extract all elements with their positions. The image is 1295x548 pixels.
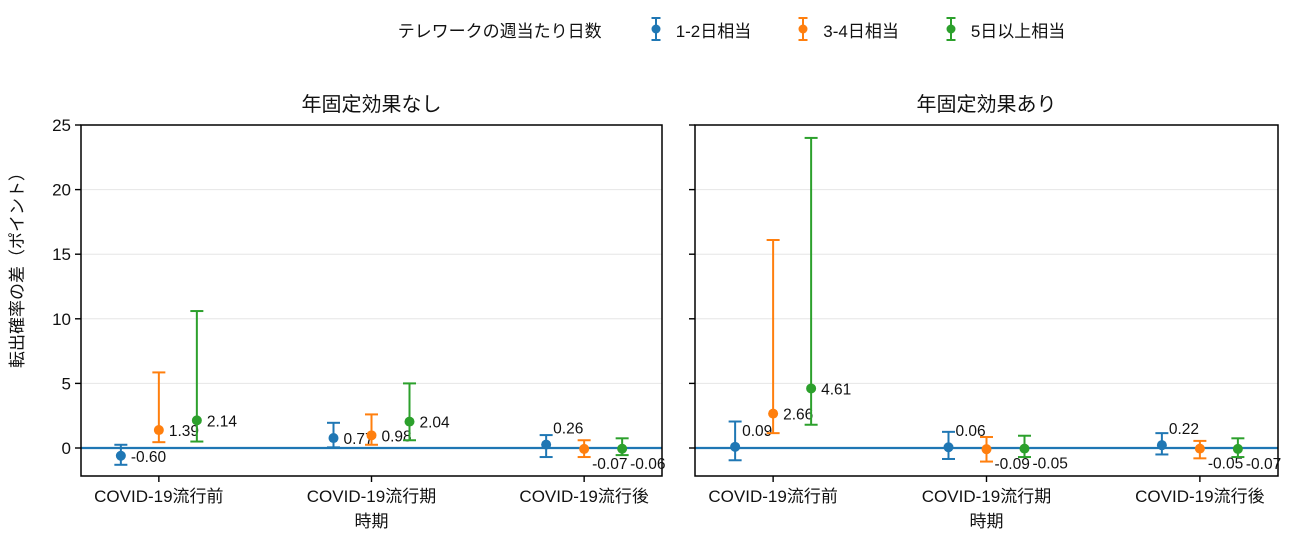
- data-point: [617, 443, 628, 454]
- legend-item-5plusdays: 5日以上相当: [943, 15, 1065, 43]
- errorbar-point: 2.66: [766, 238, 813, 435]
- value-label: 0.26: [553, 421, 583, 438]
- value-label: 0.06: [956, 423, 986, 440]
- value-label: 0.09: [742, 423, 772, 440]
- data-point: [1232, 443, 1243, 454]
- value-label: -0.60: [131, 449, 167, 466]
- legend-item-label: 1-2日相当: [675, 21, 752, 41]
- value-label: 2.66: [783, 407, 813, 424]
- series-1: 0.09 0.06 0.22: [728, 420, 1199, 462]
- y-tick-label: 15: [52, 245, 71, 264]
- errorbar-marker-icon: [946, 17, 956, 41]
- value-label: 1.39: [169, 423, 199, 440]
- y-tick-label: 0: [62, 439, 71, 458]
- value-label: -0.07: [592, 456, 627, 473]
- errorbar-point: -0.09: [980, 436, 1030, 473]
- errorbar-point: -0.05: [1018, 434, 1068, 473]
- x-axis-label: 時期: [355, 512, 389, 531]
- y-axis-label: 転出確率の差（ポイント）: [8, 164, 27, 368]
- errorbar-point: 2.14: [190, 310, 238, 443]
- value-label: -0.09: [995, 456, 1030, 473]
- data-point: [579, 443, 590, 454]
- series-3: 4.61-0.05 -0.07: [804, 136, 1281, 473]
- errorbar-point: -0.05: [1193, 439, 1243, 473]
- errorbar-marker-icon: [798, 17, 808, 41]
- panel-title: 年固定効果なし: [302, 93, 442, 116]
- panel-title: 年固定効果あり: [917, 93, 1057, 116]
- value-label: 4.61: [821, 381, 851, 398]
- series-1: -0.600.770.26: [114, 421, 583, 466]
- data-point: [404, 416, 415, 427]
- data-point: [191, 415, 202, 426]
- value-label: 2.14: [207, 413, 238, 430]
- legend-item-1-2days: 1-2日相当: [648, 15, 752, 43]
- errorbar-point: 1.39: [152, 371, 199, 444]
- data-point: [328, 433, 339, 444]
- errorbar-point: 4.61: [804, 136, 851, 426]
- errorbar-point: 0.22: [1155, 421, 1199, 456]
- errorbar-point: -0.60: [114, 443, 167, 466]
- errorbar-point: 2.04: [403, 382, 451, 442]
- value-label: -0.06: [630, 456, 665, 473]
- legend-item-label: 5日以上相当: [970, 21, 1066, 41]
- x-tick-label: COVID-19流行前: [708, 487, 837, 506]
- legend-title: テレワークの週当たり日数: [397, 21, 602, 41]
- data-point: [981, 444, 992, 455]
- errorbar-point: 0.98: [365, 413, 412, 446]
- series-2: 2.66-0.09 -0.05: [766, 238, 1243, 473]
- x-tick-label: COVID-19流行前: [94, 487, 223, 506]
- data-point: [1156, 440, 1167, 451]
- value-label: -0.07: [1246, 456, 1281, 473]
- y-tick-label: 10: [52, 310, 71, 329]
- value-label: 2.04: [420, 415, 451, 432]
- errorbar-point: -0.07: [1231, 437, 1281, 473]
- data-point: [768, 408, 779, 419]
- data-point: [153, 425, 164, 436]
- errorbar-point: 0.09: [728, 420, 772, 462]
- errorbar-point: 0.06: [942, 423, 986, 460]
- legend-item-label: 3-4日相当: [823, 21, 899, 41]
- x-tick-label: COVID-19流行後: [519, 487, 648, 506]
- errorbar-point: -0.06: [615, 437, 665, 473]
- value-label: -0.05: [1033, 456, 1068, 473]
- panel-left: 0 5 10 15 20 25 COVID-19流行前 COVID-19流行期 COVID-19…: [52, 93, 665, 531]
- y-tick-label: 20: [52, 181, 71, 200]
- data-point: [115, 450, 126, 461]
- legend: テレワークの週当たり日数 1-2日相当 3-4日相当: [84, 15, 1295, 43]
- data-point: [541, 439, 552, 450]
- data-point: [730, 441, 741, 452]
- value-label: 0.22: [1169, 421, 1199, 438]
- value-label: -0.05: [1208, 456, 1243, 473]
- legend-item-3-4days: 3-4日相当: [795, 15, 899, 43]
- series-3: 2.14 2.04 -0.06: [190, 310, 665, 473]
- data-point: [1194, 443, 1205, 454]
- y-tick-label: 25: [52, 116, 71, 135]
- data-point: [943, 442, 954, 453]
- data-point: [806, 383, 817, 394]
- errorbar-point: 0.26: [539, 421, 583, 459]
- x-tick-label: COVID-19流行期: [922, 487, 1051, 506]
- data-point: [366, 430, 377, 441]
- data-point: [1019, 443, 1030, 454]
- x-tick-label: COVID-19流行期: [307, 487, 436, 506]
- x-tick-label: COVID-19流行後: [1135, 487, 1264, 506]
- y-tick-label: 5: [62, 374, 71, 393]
- errorbar-point: -0.07: [577, 439, 627, 473]
- series-2: 1.39 0.98 -0.07: [152, 371, 627, 473]
- errorbar-marker-icon: [651, 17, 661, 41]
- x-axis-label: 時期: [970, 512, 1004, 531]
- value-label: 0.98: [382, 428, 412, 445]
